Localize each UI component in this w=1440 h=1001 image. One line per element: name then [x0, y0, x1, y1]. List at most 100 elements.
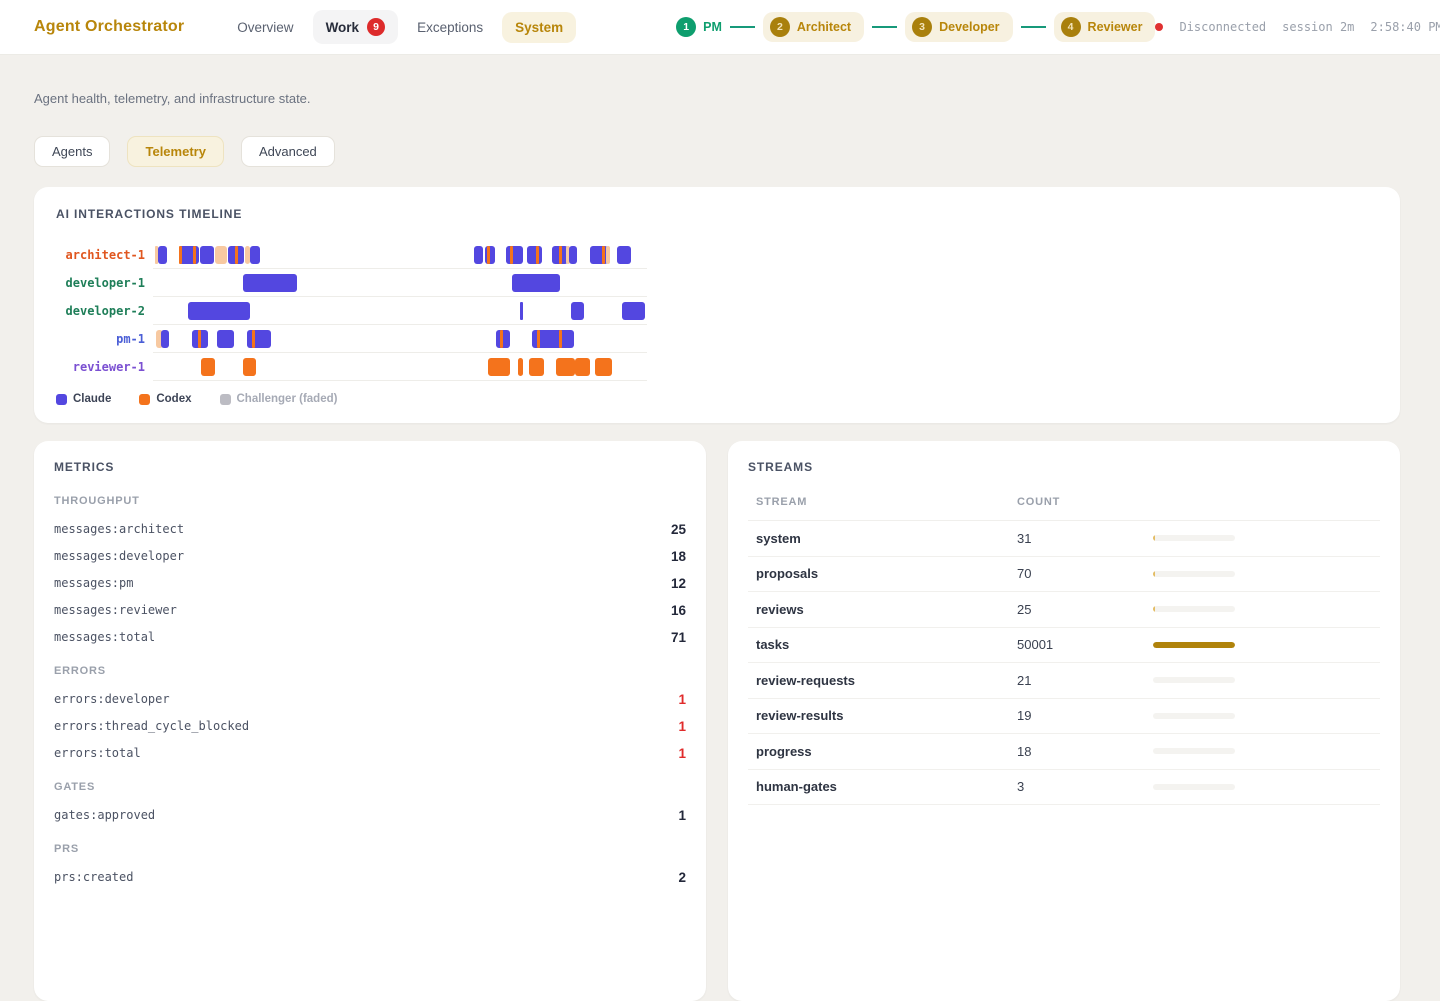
tab-advanced[interactable]: Advanced: [240, 136, 335, 167]
metric-row: errors:total 1: [54, 746, 686, 761]
tab-telemetry[interactable]: Telemetry: [127, 136, 224, 167]
timeline-bar-claude: [570, 302, 584, 320]
timeline-bar-claude: [474, 246, 483, 264]
step-label: PM: [703, 20, 722, 34]
stream-row-human-gates: human-gates 3: [748, 770, 1380, 805]
step-pm[interactable]: 1 PM: [676, 17, 722, 37]
column-header-count: COUNT: [1017, 496, 1061, 508]
timeline-bar-codex: [488, 358, 510, 376]
nav-item-label: System: [515, 19, 564, 35]
metric-value: 1: [678, 691, 686, 707]
timeline-bar-challenger: [605, 246, 610, 264]
stream-name: system: [756, 530, 801, 546]
nav-item-system[interactable]: System: [502, 11, 577, 43]
metrics-title: METRICS: [54, 460, 115, 474]
step-developer[interactable]: 3 Developer: [905, 12, 1013, 42]
stepper-connector: [872, 26, 898, 28]
timeline-bar-codex: [529, 358, 545, 376]
metrics-section-title: PRS: [54, 843, 80, 855]
metric-key: messages:total: [54, 630, 156, 644]
metric-value: 1: [678, 807, 686, 823]
timeline-bar-codex: [602, 246, 605, 264]
timeline-bar-claude: [519, 302, 523, 320]
timeline-bar-challenger: [215, 246, 228, 264]
timeline-row-architect-1: architect-1: [56, 241, 1378, 269]
timeline-bar-codex: [537, 330, 541, 348]
timeline-bar-codex: [243, 358, 257, 376]
metric-row: messages:total 71: [54, 629, 686, 645]
step-number: 1: [676, 17, 697, 37]
metrics-card: METRICS THROUGHPUT messages:architect 25 me…: [34, 441, 706, 1001]
legend-swatch-icon: [56, 393, 67, 405]
tab-agents[interactable]: Agents: [34, 136, 111, 167]
metric-key: messages:pm: [54, 576, 134, 590]
timeline-bar-claude: [200, 246, 215, 264]
timeline-row-developer-2: developer-2: [56, 297, 1378, 325]
timeline-row-label: developer-2: [65, 304, 145, 318]
stream-usage-fill: [1153, 570, 1156, 577]
stream-usage-bar: [1153, 535, 1235, 542]
timeline-bar-codex: [574, 358, 590, 376]
timeline-bar-codex: [252, 330, 256, 348]
legend-item-claude: Claude: [56, 393, 111, 405]
legend-swatch-icon: [139, 393, 151, 405]
metric-key: gates:approved: [54, 808, 156, 822]
metrics-section-title: ERRORS: [54, 665, 106, 677]
nav-item-exceptions[interactable]: Exceptions: [404, 12, 496, 43]
nav-item-work[interactable]: Work 9: [312, 10, 399, 44]
timeline-row-reviewer-1: reviewer-1: [56, 353, 1378, 381]
metric-key: errors:developer: [54, 692, 170, 706]
timeline-bar-codex: [536, 246, 540, 264]
step-reviewer[interactable]: 4 Reviewer: [1053, 12, 1156, 42]
legend-item-challenger: Challenger (faded): [219, 393, 337, 405]
nav-item-label: Exceptions: [417, 19, 484, 35]
timeline-bar-codex: [509, 246, 513, 264]
stream-usage-fill: [1153, 535, 1156, 542]
timeline-bar-codex: [555, 358, 575, 376]
stream-count: 31: [1017, 530, 1032, 546]
timeline-bar-claude: [506, 246, 523, 264]
timeline-bar-challenger: [245, 246, 251, 264]
metric-value: 71: [670, 629, 686, 645]
stepper-connector: [1020, 26, 1046, 28]
stream-usage-fill: [1153, 641, 1235, 648]
timeline-bar-claude: [527, 246, 543, 264]
timeline-bar-claude: [157, 246, 167, 264]
disconnected-dot-icon: [1155, 23, 1164, 31]
timeline-bar-claude: [247, 330, 271, 348]
stream-usage-bar: [1153, 570, 1235, 577]
metric-key: prs:created: [54, 870, 134, 884]
metric-key: errors:total: [54, 746, 141, 760]
metrics-section-throughput: THROUGHPUT messages:architect 25 messages:d…: [54, 495, 686, 645]
timeline-bar-claude: [532, 330, 575, 348]
timeline-bar-claude: [160, 330, 169, 348]
timeline-bar-claude: [250, 246, 261, 264]
timeline-card: AI INTERACTIONS TIMELINE architect-1 deve…: [34, 187, 1400, 423]
metrics-section-title: GATES: [54, 781, 96, 793]
step-architect[interactable]: 2 Architect: [762, 12, 865, 42]
stream-row-review-results: review-results 19: [748, 699, 1380, 734]
timeline-row-pm-1: pm-1: [56, 325, 1378, 353]
step-label: Architect: [796, 20, 852, 34]
nav-item-label: Work: [325, 19, 360, 35]
app-header: Agent Orchestrator Overview Work 9 Exceptio…: [0, 0, 1440, 55]
timeline-track: [153, 353, 647, 381]
metric-row: messages:developer 18: [54, 549, 686, 564]
stream-row-progress: progress 18: [748, 734, 1380, 770]
metric-row: messages:reviewer 16: [54, 602, 686, 618]
timeline-bar-codex: [193, 246, 196, 264]
timeline-track: [153, 325, 647, 353]
nav-item-overview[interactable]: Overview: [224, 12, 306, 43]
stream-name: proposals: [756, 566, 819, 582]
timeline-row-label: pm-1: [116, 332, 145, 346]
metrics-section-prs: PRS prs:created 2: [54, 843, 686, 885]
metric-value: 12: [670, 575, 686, 591]
stepper-connector: [729, 26, 755, 28]
step-label: Developer: [939, 20, 1000, 34]
timeline-bar-challenger: [154, 246, 159, 264]
timeline-bar-claude: [511, 274, 561, 292]
metric-value: 16: [670, 602, 686, 618]
metric-key: errors:thread_cycle_blocked: [54, 719, 250, 733]
metric-row: gates:approved 1: [54, 807, 686, 823]
stream-row-system: system 31: [748, 521, 1380, 557]
